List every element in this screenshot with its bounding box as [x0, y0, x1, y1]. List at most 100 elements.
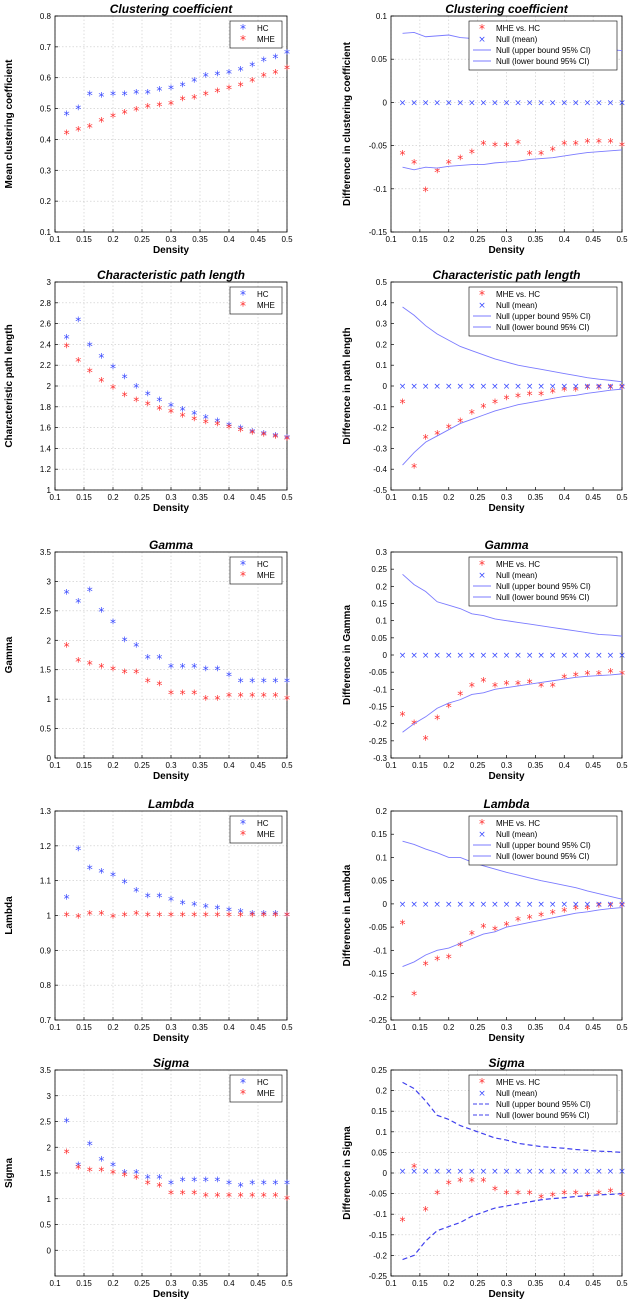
data-point: *: [400, 709, 406, 723]
data-point: *: [515, 390, 521, 404]
chart-title: Gamma: [484, 538, 528, 552]
data-point: *: [573, 670, 579, 684]
data-point: *: [75, 355, 81, 369]
data-point: *: [191, 687, 197, 701]
y-tick-label: 0.6: [40, 74, 52, 83]
y-tick-label: 0.1: [376, 12, 388, 21]
series-hc: ********************: [64, 843, 290, 923]
legend-label: HC: [257, 560, 269, 569]
data-point: ×: [480, 900, 488, 910]
data-point: *: [504, 392, 510, 406]
data-point: *: [145, 1172, 151, 1186]
y-tick-label: 0: [383, 1169, 388, 1178]
chart-panel-9: 0.1 0.15 0.2 0.25 0.3 0.35 0.4 0.45 0.5 0 0.5 1 1.5 2…: [4, 1056, 293, 1300]
series-line: [402, 1081, 623, 1153]
y-tick-label: 0.4: [40, 135, 52, 144]
x-tick-label: 0.25: [134, 1279, 150, 1288]
data-point: ×: [618, 651, 626, 661]
data-point: ×: [537, 98, 545, 108]
data-point: *: [607, 900, 613, 914]
data-point: *: [504, 919, 510, 933]
data-point: *: [423, 185, 429, 199]
data-point: *: [214, 86, 220, 100]
x-tick-label: 0.2: [107, 761, 119, 770]
y-tick-label: 0.3: [376, 548, 388, 557]
data-point: ×: [457, 382, 465, 392]
data-point: *: [573, 384, 579, 398]
data-point: *: [261, 675, 267, 689]
data-point: *: [480, 138, 486, 152]
data-point: *: [191, 661, 197, 675]
x-tick-label: 0.2: [443, 1279, 455, 1288]
data-point: ×: [422, 98, 430, 108]
y-tick-label: -0.25: [369, 1272, 388, 1281]
data-point: *: [261, 1190, 267, 1204]
data-point: *: [133, 1167, 139, 1181]
x-tick-label: 0.45: [250, 493, 266, 502]
data-point: *: [98, 375, 104, 389]
data-point: *: [64, 910, 70, 924]
data-point: *: [596, 900, 602, 914]
x-tick-label: 0.3: [501, 761, 513, 770]
data-point: *: [538, 680, 544, 694]
data-point: *: [261, 910, 267, 924]
data-point: ×: [514, 651, 522, 661]
x-tick-label: 0.3: [165, 493, 177, 502]
x-tick-label: 0.5: [281, 1279, 293, 1288]
data-point: *: [156, 910, 162, 924]
data-point: *: [110, 617, 116, 631]
data-point: *: [469, 407, 475, 421]
y-tick-label: 3: [47, 278, 52, 287]
x-tick-label: 0.35: [192, 761, 208, 770]
x-tick-label: 0.3: [165, 1023, 177, 1032]
data-point: *: [607, 666, 613, 680]
data-point: *: [469, 1175, 475, 1189]
data-point: *: [238, 675, 244, 689]
y-axis-label: Difference in Sigma: [342, 1126, 353, 1220]
data-point: *: [191, 75, 197, 89]
x-tick-label: 0.5: [616, 1279, 628, 1288]
data-point: *: [122, 107, 128, 121]
chart-panel-10: 0.1 0.15 0.2 0.25 0.3 0.35 0.4 0.45 0.5 -0.25 -0.2…: [342, 1056, 628, 1300]
data-point: *: [98, 115, 104, 129]
data-point: ×: [584, 382, 592, 392]
data-point: *: [272, 52, 278, 66]
legend: * MHE vs. HC × Null (mean) Null (upper bound…: [468, 815, 618, 866]
legend-label: Null (upper bound 95% CI): [496, 1100, 591, 1109]
data-point: ×: [503, 900, 511, 910]
data-point: *: [538, 1192, 544, 1206]
data-point: *: [145, 101, 151, 115]
y-tick-label: 3.5: [40, 548, 52, 557]
x-tick-label: 0.3: [165, 235, 177, 244]
data-point: *: [423, 733, 429, 747]
chart-panel-2: 0.1 0.15 0.2 0.25 0.3 0.35 0.4 0.45 0.5 -0.15 -0.1…: [342, 2, 628, 256]
data-point: *: [261, 70, 267, 84]
data-point: *: [446, 701, 452, 715]
x-tick-label: 0.15: [76, 493, 92, 502]
data-point: ×: [468, 651, 476, 661]
series-mhe-vs-hc: * * * * * * * * * * * * * * * * * * * *: [400, 382, 625, 475]
data-point: *: [203, 664, 209, 678]
data-point: *: [75, 1159, 81, 1173]
x-tick-label: 0.4: [559, 761, 571, 770]
data-point: ×: [468, 98, 476, 108]
data-point: *: [515, 678, 521, 692]
chart-panel-4: 0.1 0.15 0.2 0.25 0.3 0.35 0.4 0.45 0.5 -0.5 -0.4 -…: [342, 268, 628, 514]
data-point: ×: [526, 98, 534, 108]
data-point: *: [180, 1175, 186, 1189]
data-point: *: [400, 1214, 406, 1228]
y-tick-label: 1: [47, 1195, 52, 1204]
y-tick-label: 1.5: [40, 666, 52, 675]
legend-label: HC: [257, 819, 269, 828]
y-axis-label: Mean clustering coefficient: [4, 59, 15, 189]
data-point: *: [584, 668, 590, 682]
y-tick-label: -0.15: [369, 228, 388, 237]
legend-label: MHE vs. HC: [496, 560, 540, 569]
data-point: *: [284, 62, 290, 76]
data-point: *: [434, 954, 440, 968]
data-point: *: [122, 1167, 128, 1181]
data-point: *: [145, 388, 151, 402]
y-tick-label: 0: [383, 382, 388, 391]
y-axis-label: Gamma: [4, 636, 15, 673]
y-tick-label: -0.2: [373, 1251, 387, 1260]
